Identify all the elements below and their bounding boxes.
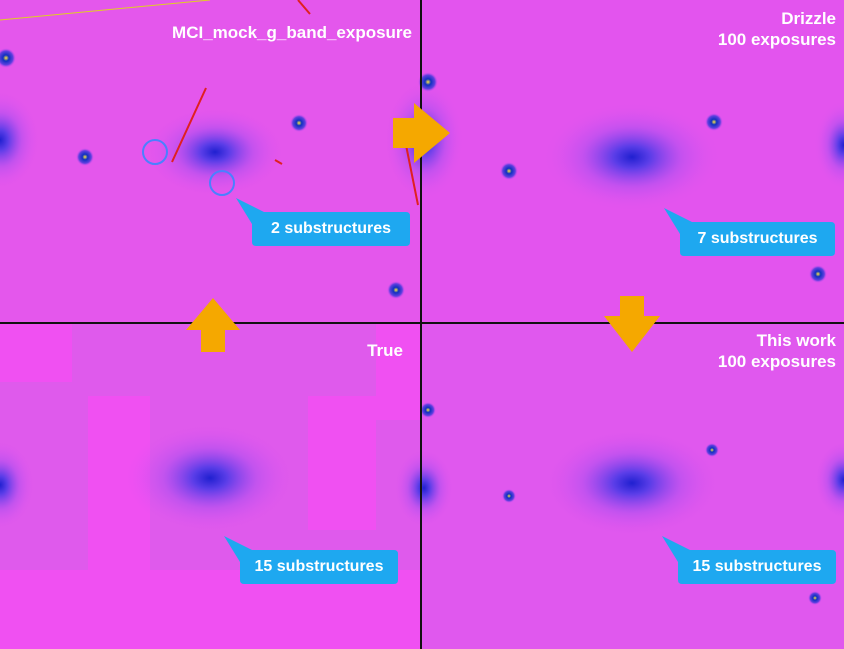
galaxies [0, 80, 844, 538]
panel-title: True [367, 341, 403, 360]
divider [420, 0, 422, 649]
panel-title: This work [757, 331, 837, 350]
callout-label: 7 substructures [697, 230, 817, 247]
divider [0, 322, 844, 324]
streak [0, 0, 211, 21]
callout-label: 15 substructures [693, 558, 822, 575]
panel-title: MCI_mock_g_band_exposure [172, 23, 412, 42]
panel-title: 100 exposures [718, 30, 836, 49]
circle-marker [209, 170, 235, 196]
streaks [171, 0, 419, 206]
arrow-up [186, 298, 240, 352]
arrow-right [393, 103, 450, 163]
panel-title: 100 exposures [718, 352, 836, 371]
circle-marker [142, 139, 168, 165]
callout-box [236, 198, 410, 246]
stars [0, 48, 827, 605]
callout-box [664, 208, 835, 256]
arrow-down [604, 296, 660, 352]
callout-box [224, 536, 398, 584]
panel-title: Drizzle [781, 9, 836, 28]
arrows [186, 103, 660, 352]
callout-label: 15 substructures [255, 558, 384, 575]
callout-box [662, 536, 836, 584]
callout-label: 2 substructures [271, 220, 391, 237]
